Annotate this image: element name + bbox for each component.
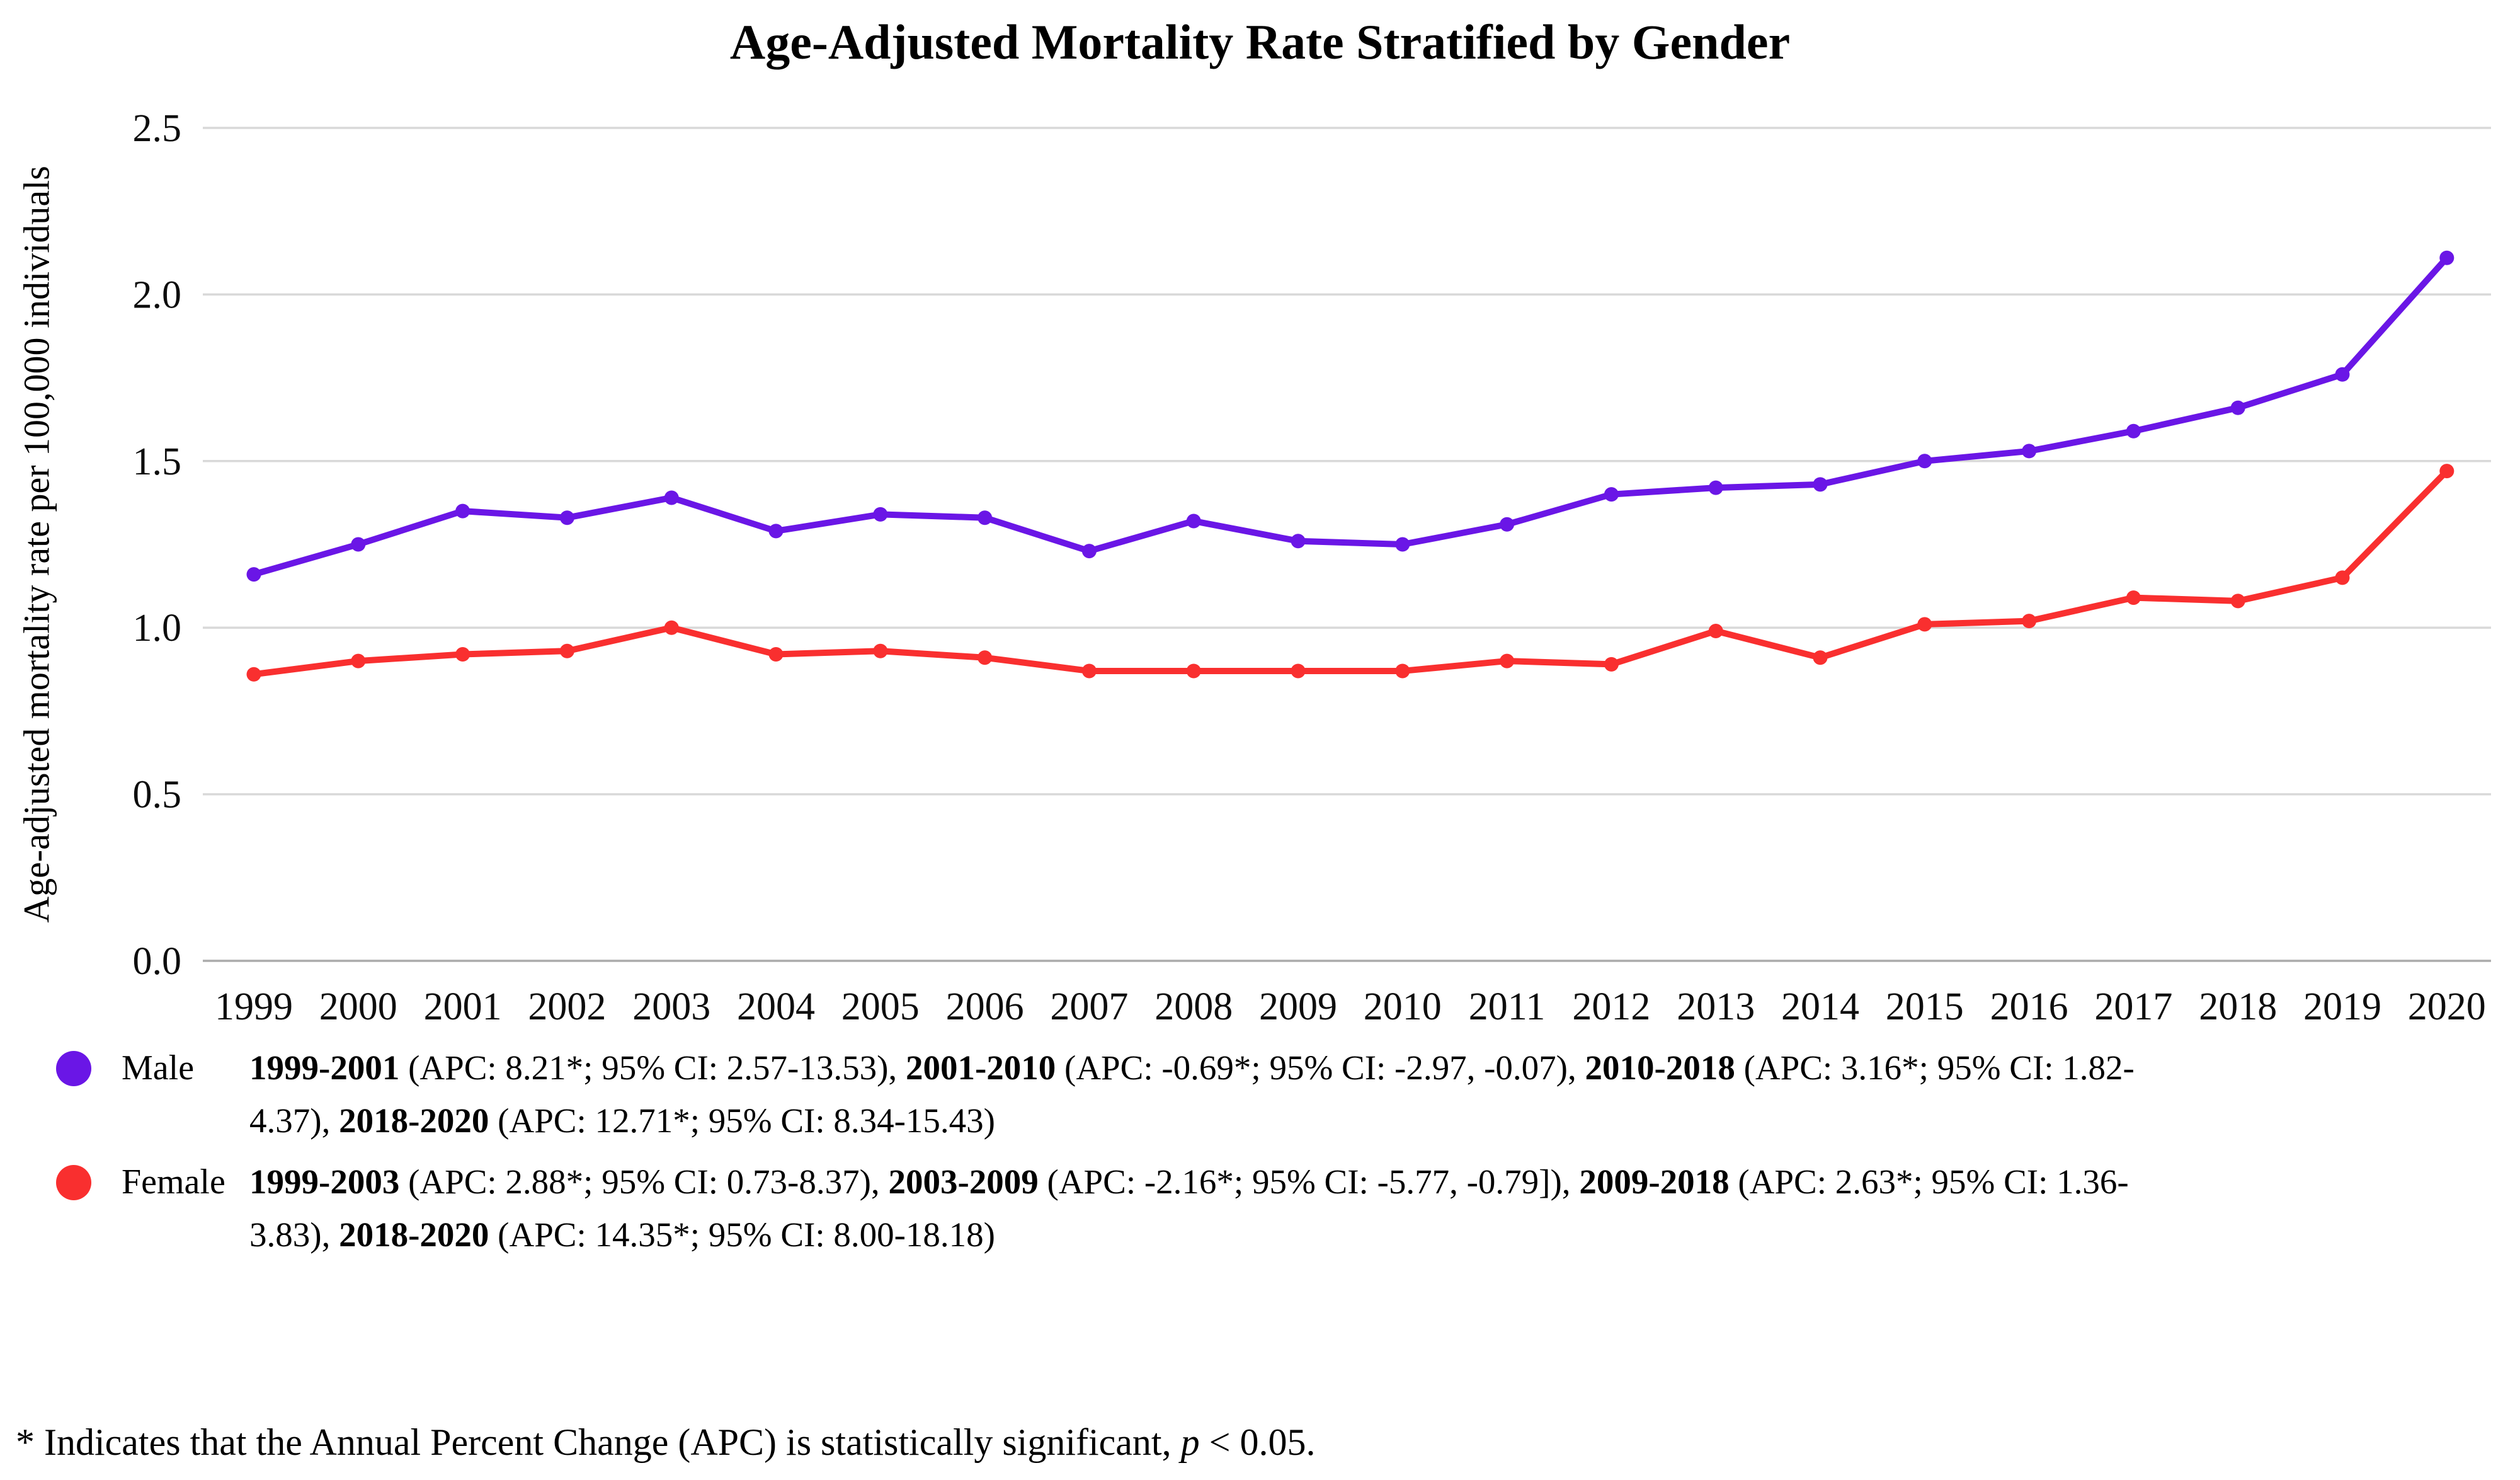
x-tick-label: 2008 (1155, 985, 1233, 1028)
y-tick-label: 2.5 (133, 107, 182, 150)
series-lines (246, 250, 2454, 682)
male-data-point (2230, 400, 2245, 415)
female-data-point (873, 643, 888, 658)
legend-label-female: Female (122, 1162, 225, 1202)
legend-text-female: 1999-2003 (APC: 2.88*; 95% CI: 0.73-8.37… (249, 1162, 2129, 1254)
female-data-point (1395, 663, 1410, 679)
female-data-point (559, 643, 574, 658)
female-data-point (2335, 570, 2350, 585)
x-tick-label: 2011 (1469, 985, 1546, 1028)
female-data-point (1500, 653, 1515, 668)
x-tick-label: 2020 (2408, 985, 2486, 1028)
female-series-line (251, 468, 2450, 678)
y-tick-labels: 0.0 0.5 1.0 1.5 2.0 2.5 (133, 107, 182, 983)
male-legend-dot-icon (56, 1051, 91, 1086)
x-tick-label: 2004 (737, 985, 815, 1028)
y-tick-label: 0.0 (133, 940, 182, 983)
male-data-point (246, 567, 261, 582)
female-data-point (1917, 617, 1932, 632)
female-data-point (664, 620, 679, 635)
x-tick-label: 2007 (1050, 985, 1128, 1028)
male-data-point (873, 507, 888, 522)
x-tick-label: 2009 (1259, 985, 1337, 1028)
legend-text-male: 1999-2001 (APC: 8.21*; 95% CI: 2.57-13.5… (249, 1048, 2135, 1140)
x-tick-label: 2001 (424, 985, 502, 1028)
x-tick-label: 2018 (2199, 985, 2277, 1028)
male-data-point (1917, 454, 1932, 469)
male-data-point (768, 524, 784, 539)
male-data-point (2439, 250, 2454, 265)
y-tick-label: 1.0 (133, 607, 182, 650)
female-data-point (1081, 663, 1097, 679)
male-data-point (455, 503, 470, 519)
x-tick-label: 2006 (946, 985, 1024, 1028)
male-data-point (2022, 444, 2037, 459)
male-data-point (664, 490, 679, 505)
footnote: * Indicates that the Annual Percent Chan… (16, 1421, 1316, 1463)
x-tick-label: 2005 (841, 985, 920, 1028)
female-data-point (1813, 650, 1828, 665)
male-data-point (1708, 480, 1723, 495)
x-tick-label: 2012 (1572, 985, 1650, 1028)
x-tick-label: 2000 (319, 985, 397, 1028)
x-tick-label: 2002 (528, 985, 606, 1028)
gridlines (203, 127, 2491, 962)
x-tick-label: 2017 (2094, 985, 2172, 1028)
male-data-point (2335, 367, 2350, 382)
chart-title: Age-Adjusted Mortality Rate Stratified b… (729, 14, 1791, 69)
chart-plot-area: 0.0 0.5 1.0 1.5 2.0 2.5 1999 2000 2001 2002 2003 2… (133, 107, 2491, 1028)
male-data-point (2126, 423, 2141, 439)
male-data-point (1291, 534, 1306, 549)
female-data-point (1604, 657, 1619, 672)
female-data-point (246, 667, 261, 682)
male-data-point (1186, 513, 1201, 529)
male-data-point (1813, 477, 1828, 492)
x-tick-label: 2019 (2303, 985, 2381, 1028)
female-data-point (2439, 464, 2454, 479)
x-tick-label: 2013 (1677, 985, 1755, 1028)
female-data-point (1291, 663, 1306, 679)
male-data-point (1081, 544, 1097, 559)
legend-label-male: Male (122, 1048, 195, 1087)
male-data-point (978, 510, 993, 525)
female-data-point (351, 653, 366, 668)
female-legend-dot-icon (56, 1165, 91, 1200)
x-tick-label: 2003 (632, 985, 710, 1028)
male-data-point (1500, 517, 1515, 532)
female-data-point (2022, 614, 2037, 629)
male-data-point (1604, 487, 1619, 502)
x-tick-label: 1999 (215, 985, 293, 1028)
y-tick-label: 2.0 (133, 273, 182, 316)
female-data-point (1186, 663, 1201, 679)
x-tick-label: 2015 (1886, 985, 1964, 1028)
male-data-point (1395, 537, 1410, 552)
x-tick-labels: 1999 2000 2001 2002 2003 2004 2005 2006 2007 2008… (215, 985, 2486, 1028)
female-data-point (455, 647, 470, 662)
x-tick-label: 2014 (1781, 985, 1859, 1028)
female-data-point (2230, 594, 2245, 609)
male-data-point (351, 537, 366, 552)
female-data-point (768, 647, 784, 662)
x-tick-label: 2010 (1364, 985, 1442, 1028)
y-tick-label: 1.5 (133, 440, 182, 483)
female-data-point (978, 650, 993, 665)
male-data-point (559, 510, 574, 525)
x-tick-label: 2016 (1990, 985, 2068, 1028)
female-data-point (1708, 623, 1723, 638)
y-tick-label: 0.5 (133, 774, 182, 817)
female-data-point (2126, 590, 2141, 605)
male-series-line (251, 255, 2450, 578)
